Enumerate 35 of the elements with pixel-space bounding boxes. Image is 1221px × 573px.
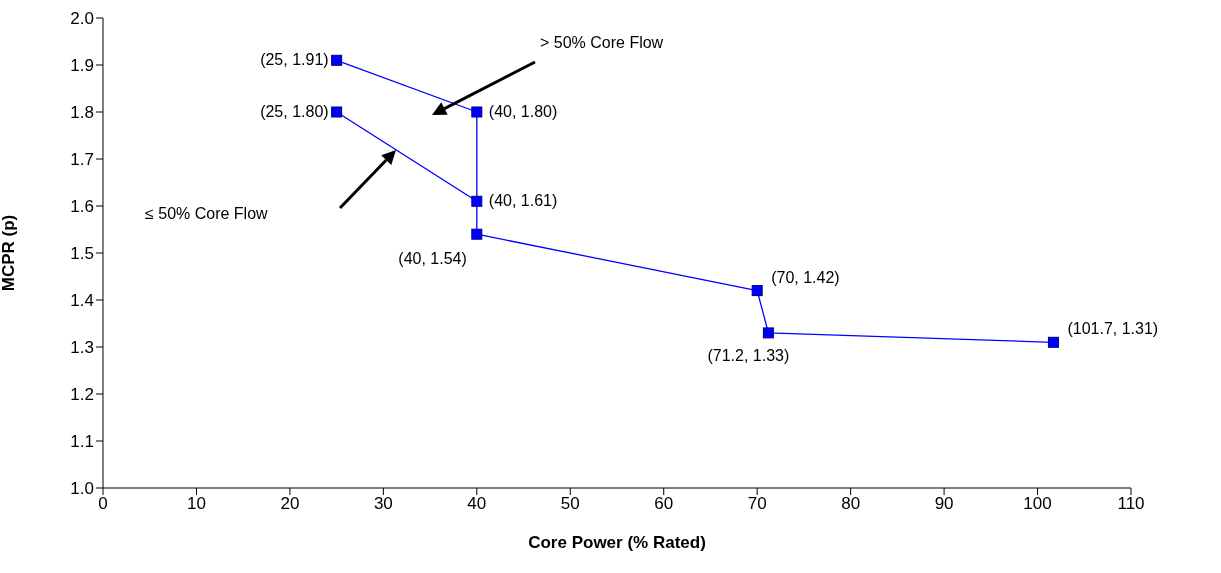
y-tick-label: 2.0 — [70, 9, 94, 29]
data-label: (40, 1.80) — [488, 103, 558, 120]
y-tick-label: 1.5 — [70, 244, 94, 264]
y-tick-label: 1.9 — [70, 56, 94, 76]
x-tick-label: 40 — [467, 494, 487, 514]
data-label: (25, 1.80) — [260, 103, 329, 120]
y-axis-title: MCPR (p) — [0, 214, 19, 292]
x-tick-label: 10 — [186, 494, 206, 514]
y-tick-label: 1.7 — [70, 150, 94, 170]
y-tick-label: 1.3 — [70, 338, 94, 358]
annotation: > 50% Core Flow — [540, 34, 664, 51]
x-tick-label: 90 — [934, 494, 954, 514]
x-tick-label: 70 — [747, 494, 767, 514]
y-tick-label: 1.0 — [70, 479, 94, 499]
x-tick-label: 110 — [1117, 494, 1145, 514]
x-tick-label: 0 — [98, 494, 108, 514]
y-tick-label: 1.4 — [70, 291, 94, 311]
annotation: ≤ 50% Core Flow — [145, 205, 269, 222]
x-axis-title: Core Power (% Rated) — [528, 533, 706, 552]
data-label: (71.2, 1.33) — [707, 346, 790, 364]
data-label: (101.7, 1.31) — [1067, 320, 1159, 338]
data-label: (40, 1.61) — [488, 192, 558, 210]
data-label: (25, 1.91) — [260, 51, 329, 69]
x-tick-label: 60 — [654, 494, 674, 514]
data-label: (40, 1.54) — [398, 250, 467, 268]
x-tick-label: 20 — [280, 494, 300, 514]
x-tick-label: 100 — [1023, 494, 1052, 514]
data-label: (70, 1.42) — [771, 268, 840, 286]
x-tick-label: 30 — [373, 494, 393, 514]
y-tick-label: 1.2 — [70, 385, 94, 405]
y-tick-label: 1.8 — [70, 103, 94, 123]
y-tick-label: 1.6 — [70, 197, 94, 217]
y-tick-label: 1.1 — [70, 432, 94, 452]
x-tick-label: 80 — [841, 494, 861, 514]
x-tick-label: 50 — [560, 494, 580, 514]
